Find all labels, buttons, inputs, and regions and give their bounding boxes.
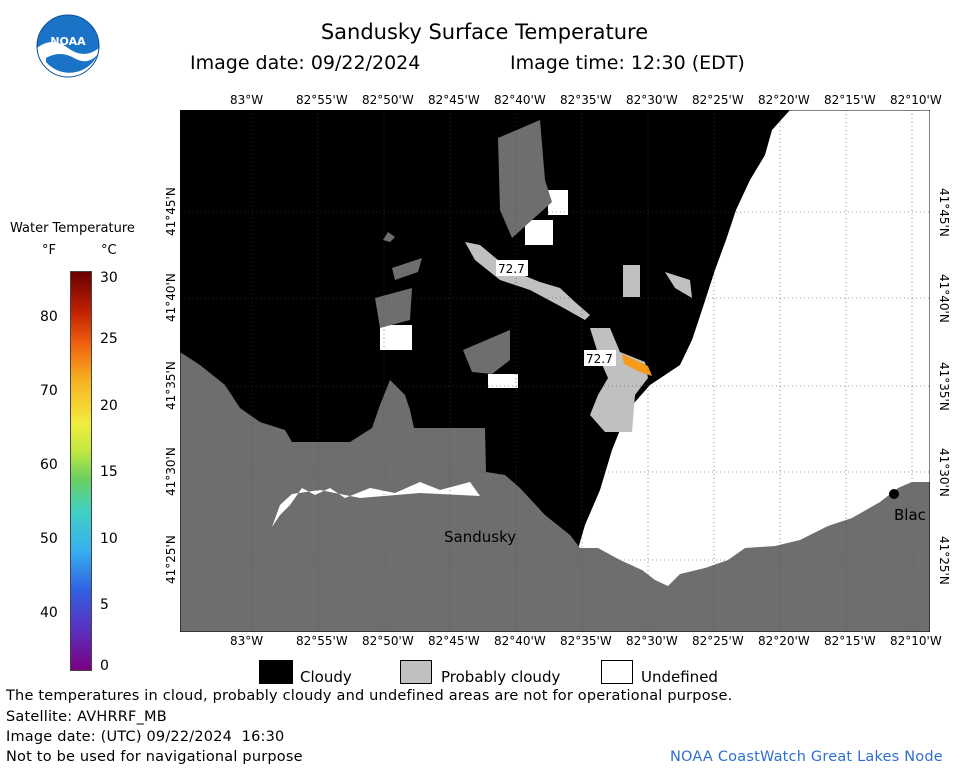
lon-label-bottom: 82°25'W: [692, 634, 744, 648]
colorbar-c-tick: 10: [100, 531, 118, 547]
colorbar-c-tick: 30: [100, 270, 118, 286]
island: [498, 120, 552, 238]
satellite: Satellite: AVHRRF_MB: [6, 709, 167, 725]
legend-cloudy-swatch: [259, 660, 293, 684]
lat-label-left: 41°40'N: [164, 273, 178, 322]
lon-label-top: 82°45'W: [428, 93, 480, 107]
credit: NOAA CoastWatch Great Lakes Node: [670, 749, 943, 765]
legend-cloudy-label: Cloudy: [300, 668, 352, 686]
colorbar-f-tick: 60: [40, 457, 58, 473]
lon-label-bottom: 82°10'W: [890, 634, 942, 648]
lon-label-top: 82°50'W: [362, 93, 414, 107]
lon-label-bottom: 82°35'W: [560, 634, 612, 648]
utc-date: Image date: (UTC) 09/22/2024 16:30: [6, 729, 285, 745]
unit-c: °C: [101, 243, 117, 258]
navigation-note: Not to be used for navigational purpose: [6, 749, 303, 765]
lat-label-left: 41°25'N: [164, 535, 178, 584]
lon-label-top: 82°20'W: [758, 93, 810, 107]
temp-label-1: 72.7: [498, 262, 525, 276]
page-title: Sandusky Surface Temperature: [320, 20, 649, 44]
lon-label-bottom: 82°15'W: [824, 634, 876, 648]
colorbar-f-tick: 50: [40, 531, 58, 547]
unit-f: °F: [42, 243, 56, 258]
colorbar-c-tick: 5: [100, 597, 109, 613]
image-time: Image time: 12:30 (EDT): [510, 52, 745, 74]
lat-label-left: 41°30'N: [164, 447, 178, 496]
lon-label-bottom: 82°50'W: [362, 634, 414, 648]
disclaimer: The temperatures in cloud, probably clou…: [6, 688, 733, 704]
city-marker: [889, 489, 899, 499]
colorbar-c-tick: 25: [100, 331, 118, 347]
lon-label-top: 82°15'W: [824, 93, 876, 107]
colorbar-c-tick: 15: [100, 464, 118, 480]
legend-undefined-label: Undefined: [641, 668, 718, 686]
colorbar-f-tick: 40: [40, 605, 58, 621]
cloudy-area: [180, 110, 790, 550]
lon-label-bottom: 82°55'W: [296, 634, 348, 648]
colorbar-c-tick: 0: [100, 658, 109, 674]
lat-label-right: 41°35'N: [937, 362, 951, 411]
noaa-logo: NOAA: [36, 14, 100, 78]
label-black: Blac: [894, 506, 926, 524]
legend-undefined-swatch: [601, 660, 633, 684]
lon-label-top: 82°35'W: [560, 93, 612, 107]
sst-map: Sandusky Blac 72.7 72.7: [180, 110, 930, 632]
lat-label-right: 41°30'N: [937, 448, 951, 497]
lat-label-right: 41°25'N: [937, 536, 951, 585]
lon-label-top: 82°25'W: [692, 93, 744, 107]
lon-label-top: 83°W: [230, 93, 264, 107]
lat-label-right: 41°45'N: [937, 188, 951, 237]
colorbar-f-tick: 80: [40, 309, 58, 325]
temp-label-2: 72.7: [586, 352, 613, 366]
warm-pixel: [622, 354, 652, 376]
legend-probably-cloudy-swatch: [400, 660, 432, 684]
image-date: Image date: 09/22/2024: [190, 52, 421, 74]
logo-text: NOAA: [50, 35, 86, 48]
colorbar: [70, 271, 92, 671]
lon-label-top: 82°55'W: [296, 93, 348, 107]
lat-label-left: 41°45'N: [164, 187, 178, 236]
colorbar-f-tick: 70: [40, 383, 58, 399]
land: [180, 352, 930, 632]
lat-label-right: 41°40'N: [937, 274, 951, 323]
lon-label-bottom: 82°30'W: [626, 634, 678, 648]
lat-label-left: 41°35'N: [164, 361, 178, 410]
lon-label-top: 82°40'W: [494, 93, 546, 107]
colorbar-c-tick: 20: [100, 398, 118, 414]
lon-label-bottom: 82°40'W: [494, 634, 546, 648]
lon-label-bottom: 83°W: [230, 634, 264, 648]
lon-label-bottom: 82°20'W: [758, 634, 810, 648]
colorbar-title: Water Temperature: [10, 221, 135, 236]
label-sandusky: Sandusky: [444, 528, 516, 546]
legend-probably-cloudy-label: Probably cloudy: [441, 668, 561, 686]
lon-label-top: 82°10'W: [890, 93, 942, 107]
lon-label-bottom: 82°45'W: [428, 634, 480, 648]
lon-label-top: 82°30'W: [626, 93, 678, 107]
